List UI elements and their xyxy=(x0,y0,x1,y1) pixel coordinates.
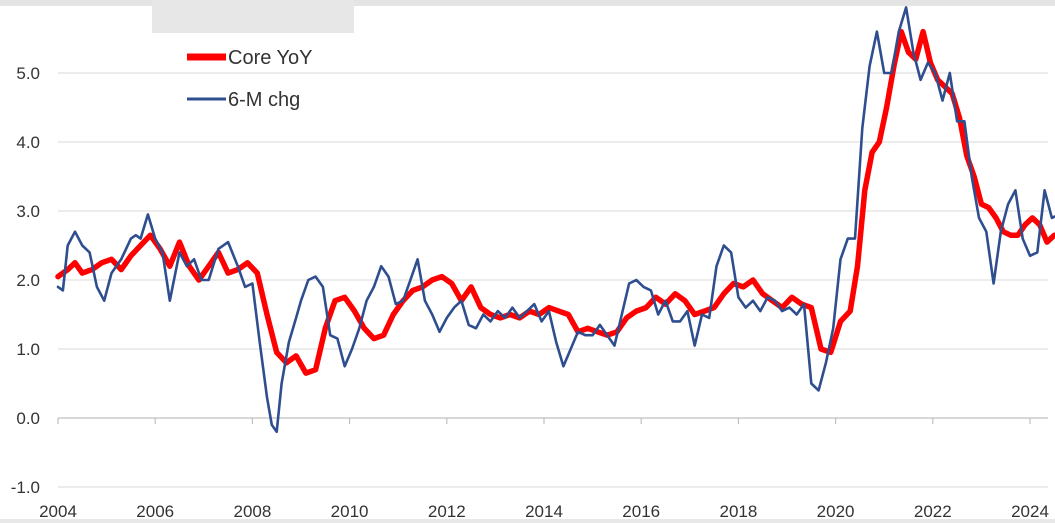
x-tick-label: 2006 xyxy=(136,502,174,521)
x-tick-label: 2010 xyxy=(331,502,369,521)
x-tick-label: 2016 xyxy=(622,502,660,521)
y-tick-label: -1.0 xyxy=(11,478,40,497)
top-edge-bar xyxy=(0,0,1055,6)
y-tick-label: 3.0 xyxy=(16,202,40,221)
series-lines xyxy=(55,6,1055,434)
legend: Core YoY 6-M chg xyxy=(187,47,313,111)
x-tick-label: 2022 xyxy=(914,502,952,521)
y-tick-label: 2.0 xyxy=(16,271,40,290)
gridlines xyxy=(58,72,1048,488)
y-tick-label: 1.0 xyxy=(16,340,40,359)
series-line-6m-chg xyxy=(56,6,1055,434)
x-tick-label: 2020 xyxy=(817,502,855,521)
top-gray-tab xyxy=(152,0,354,33)
x-tick-label: 2014 xyxy=(525,502,563,521)
y-tick-label: 5.0 xyxy=(16,64,40,83)
legend-label-core-yoy: Core YoY xyxy=(228,47,313,69)
y-tick-label: 4.0 xyxy=(16,133,40,152)
x-axis: 2004 2006 2008 2010 2012 2014 2016 2018 2020 2022… xyxy=(39,417,1049,521)
legend-label-6m-chg: 6-M chg xyxy=(228,89,300,111)
x-tick-label: 2018 xyxy=(719,502,757,521)
bottom-edge-bar xyxy=(0,519,1055,523)
y-tick-label: 0.0 xyxy=(16,409,40,428)
series-line-core-yoy xyxy=(55,28,1055,376)
x-tick-label: 2004 xyxy=(39,502,77,521)
x-tick-label: 2024 xyxy=(1011,502,1049,521)
x-tick-label: 2012 xyxy=(428,502,466,521)
x-tick-label: 2008 xyxy=(233,502,271,521)
y-axis-tick-labels: -1.0 0.0 1.0 2.0 3.0 4.0 5.0 xyxy=(11,64,40,497)
